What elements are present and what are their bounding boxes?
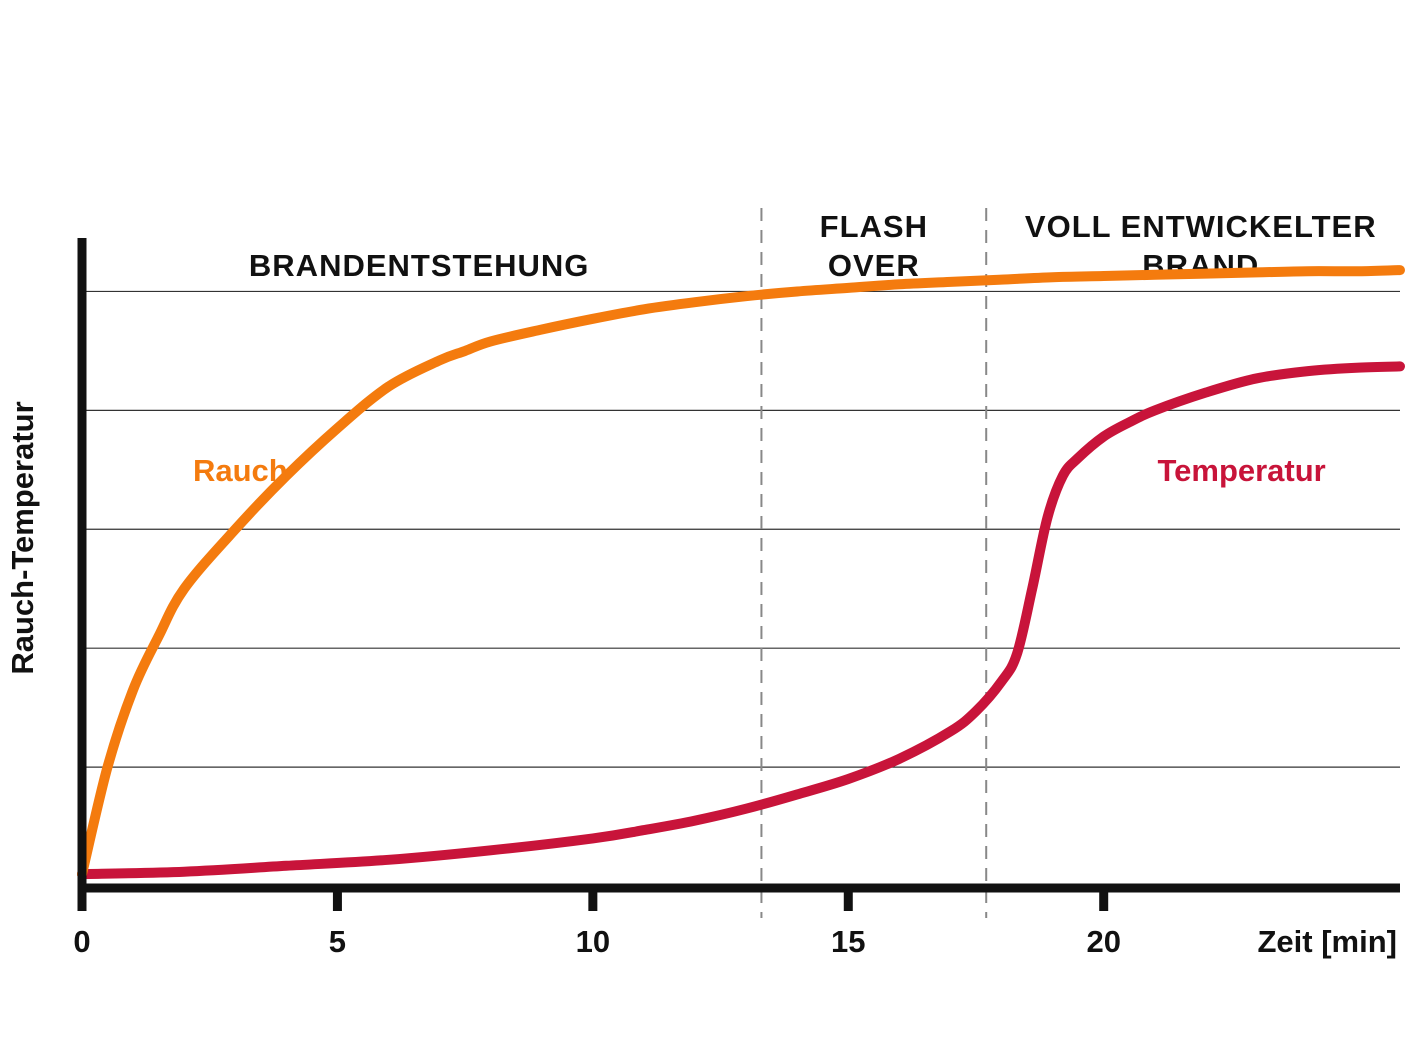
y-axis-title: Rauch-Temperatur	[5, 401, 40, 674]
series-label-temperatur: Temperatur	[1158, 453, 1326, 488]
x-tick-label-15: 15	[831, 924, 865, 959]
gridlines	[82, 290, 1400, 768]
series-lines	[77, 265, 1405, 880]
phase-label-1-line-1: BRANDENTSTEHUNG	[249, 248, 590, 283]
series-label-rauch: Rauch	[193, 453, 288, 488]
x-tick-label-20: 20	[1086, 924, 1120, 959]
phase-label-2-line-2: OVER	[828, 248, 920, 283]
x-axis-title: Zeit [min]	[1258, 924, 1398, 959]
x-ticks: 0 5 10 15 20	[73, 888, 1121, 959]
phase-labels: BRANDENTSTEHUNG FLASH OVER VOLL ENTWICKELTE…	[249, 209, 1377, 283]
x-tick-label-5: 5	[329, 924, 346, 959]
x-tick-label-0: 0	[73, 924, 90, 959]
phase-label-3-line-1: VOLL ENTWICKELTER	[1025, 209, 1377, 244]
phase-dividers	[760, 208, 988, 918]
x-tick-label-10: 10	[576, 924, 610, 959]
series-line-temperatur	[77, 361, 1405, 880]
phase-label-2-line-1: FLASH	[820, 209, 928, 244]
series-labels: Rauch Temperatur	[193, 453, 1326, 488]
series-line-rauch	[77, 265, 1405, 880]
